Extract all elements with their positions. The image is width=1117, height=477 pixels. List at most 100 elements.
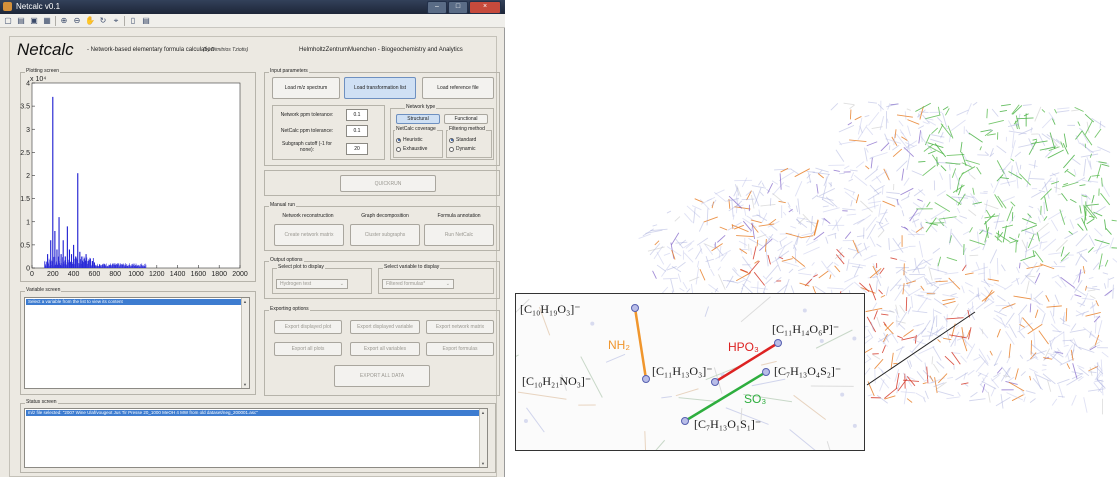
network-edge	[1089, 295, 1096, 299]
formula-node-4: [C₁₁H₁₄O₆P]⁻	[772, 322, 840, 336]
create-network-matrix-button[interactable]: Create network matrix	[274, 224, 344, 246]
scroll-up-icon[interactable]: ▲	[243, 299, 247, 304]
network-edge	[981, 291, 995, 302]
quickrun-button[interactable]: QUICKRUN	[340, 175, 436, 192]
network-edge	[969, 227, 973, 233]
rotate-icon[interactable]: ↻	[99, 15, 107, 25]
network-edge	[907, 125, 911, 137]
network-edge	[1063, 133, 1068, 148]
load-reference-button[interactable]: Load reference file	[422, 77, 494, 99]
network-edge	[931, 154, 940, 166]
network-edge	[1065, 308, 1068, 322]
network-edge	[835, 149, 845, 162]
network-edge	[936, 361, 945, 369]
minimize-button[interactable]: –	[427, 1, 447, 14]
network-edge	[951, 232, 963, 248]
coverage-group: NetCalc coverage	[393, 126, 443, 158]
export-all-plots-button[interactable]: Export all plots	[274, 342, 342, 356]
maximize-button[interactable]: □	[448, 1, 468, 14]
data-cursor-icon[interactable]: ⌖	[113, 15, 119, 25]
plot-select-dropdown[interactable]: Hydrogen test ⌄	[276, 279, 348, 289]
status-list-scrollbar[interactable]: ▲ ▼	[479, 409, 487, 467]
network-edge	[936, 190, 946, 197]
network-edge	[920, 136, 933, 152]
zoom-in-icon[interactable]: ⊕	[60, 15, 68, 25]
network-edge	[1019, 164, 1022, 170]
structural-button[interactable]: Structural	[396, 114, 440, 124]
network-edge	[914, 293, 932, 301]
new-icon[interactable]: ▢	[4, 15, 12, 25]
network-edge	[943, 337, 952, 341]
network-edge	[993, 282, 1006, 290]
export-network-matrix-button[interactable]: Export network matrix	[426, 320, 494, 334]
run-netcalc-button[interactable]: Run NetCalc	[424, 224, 494, 246]
network-edge	[993, 310, 1007, 317]
network-edge	[1100, 192, 1111, 206]
network-edge	[918, 125, 925, 129]
heuristic-radio[interactable]: Heuristic	[396, 137, 422, 143]
variable-list-item[interactable]: Select a variable from the list to view …	[26, 299, 241, 305]
load-transformation-button[interactable]: Load transformation list	[344, 77, 416, 99]
legend-icon[interactable]: ▤	[142, 15, 150, 25]
network-edge	[661, 286, 669, 295]
open-icon[interactable]: ▤	[17, 15, 25, 25]
subgraph-cutoff-input[interactable]: 20	[346, 143, 368, 155]
load-mz-button[interactable]: Load m/z spectrum	[272, 77, 340, 99]
print-icon[interactable]: ▦	[43, 15, 51, 25]
network-edge	[741, 198, 755, 201]
network-edge	[1087, 176, 1092, 182]
standard-radio[interactable]: Standard	[449, 137, 476, 143]
export-displayed-variable-button[interactable]: Export displayed variable	[350, 320, 420, 334]
scroll-down-icon[interactable]: ▼	[243, 382, 247, 387]
plot-area[interactable]: x 10⁴ 4 3.5 3 2.5 2 1.5 1 0.5 0 0 200 400 600 800 100…	[20, 74, 256, 284]
network-edge	[1076, 248, 1088, 254]
network-edge	[880, 377, 890, 389]
zoom-out-icon[interactable]: ⊖	[73, 15, 81, 25]
network-edge	[1086, 121, 1090, 134]
network-edge	[803, 246, 820, 255]
network-edge	[866, 141, 878, 147]
network-edge	[917, 297, 928, 312]
network-edge	[855, 194, 860, 204]
network-edge	[977, 373, 982, 377]
network-edge	[863, 242, 867, 251]
network-edge	[777, 250, 790, 260]
variable-list-scrollbar[interactable]: ▲ ▼	[241, 298, 249, 388]
network-edge	[1098, 161, 1107, 164]
export-all-variables-button[interactable]: Export all variables	[350, 342, 420, 356]
netcalc-ppm-input[interactable]: 0.1	[346, 125, 368, 137]
dynamic-radio[interactable]: Dynamic	[449, 146, 475, 152]
network-edge	[811, 262, 815, 266]
network-edge	[932, 247, 941, 254]
network-edge	[1059, 209, 1066, 225]
functional-button[interactable]: Functional	[444, 114, 488, 124]
network-edge	[1038, 189, 1046, 193]
colorbar-icon[interactable]: ▯	[130, 15, 136, 25]
network-edge	[909, 360, 913, 367]
variable-list[interactable]: Select a variable from the list to view …	[24, 297, 250, 389]
network-edge	[895, 133, 908, 149]
network-edge	[1087, 246, 1094, 253]
network-ppm-input[interactable]: 0.1	[346, 109, 368, 121]
network-edge	[909, 208, 919, 222]
pan-icon[interactable]: ✋	[85, 15, 95, 25]
network-edge	[849, 104, 855, 110]
status-list[interactable]: m/z file selected: "2007 Wine Ulaf/vouge…	[24, 408, 488, 468]
network-edge	[870, 322, 874, 331]
export-displayed-plot-button[interactable]: Export displayed plot	[274, 320, 342, 334]
close-button[interactable]: ×	[469, 1, 501, 14]
export-all-data-button[interactable]: EXPORT ALL DATA	[334, 365, 430, 387]
exhaustive-radio[interactable]: Exhaustive	[396, 146, 427, 152]
network-edge	[843, 187, 856, 194]
cluster-subgraphs-button[interactable]: Cluster subgraphs	[350, 224, 420, 246]
save-icon[interactable]: ▣	[30, 15, 38, 25]
network-edge	[813, 219, 819, 236]
export-formulas-button[interactable]: Export formulas	[426, 342, 494, 356]
network-edge	[1023, 396, 1026, 403]
scroll-down-icon[interactable]: ▼	[481, 461, 485, 466]
network-edge	[908, 212, 920, 219]
scroll-up-icon[interactable]: ▲	[481, 410, 485, 415]
network-edge	[963, 383, 969, 387]
variable-select-dropdown[interactable]: Filtered formulas* ⌄	[382, 279, 454, 289]
network-edge	[1027, 323, 1043, 335]
